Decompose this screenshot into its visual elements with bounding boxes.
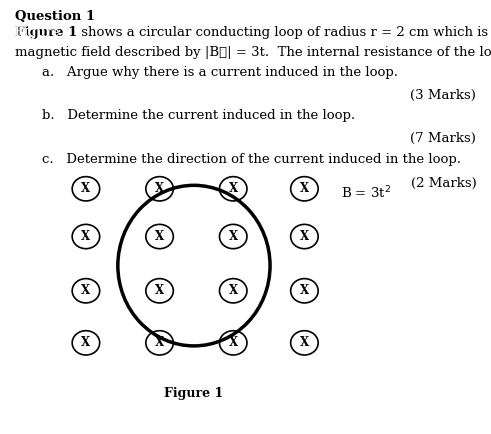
Text: X: X [300, 230, 309, 243]
Text: X: X [229, 182, 238, 195]
Text: X: X [155, 182, 164, 195]
Text: X: X [155, 336, 164, 349]
Text: X: X [300, 182, 309, 195]
Text: (2 Marks): (2 Marks) [410, 177, 476, 190]
Text: X: X [229, 336, 238, 349]
Text: X: X [82, 336, 90, 349]
Text: Figure 1 shows a circular conducting loop of radius r = 2 cm which is placed in : Figure 1 shows a circular conducting loo… [15, 26, 491, 39]
Text: Figure 1: Figure 1 [15, 26, 77, 39]
Text: magnetic field described by |B⃗| = 3t.  The internal resistance of the loop is R: magnetic field described by |B⃗| = 3t. T… [15, 46, 491, 59]
Text: Question 1: Question 1 [15, 10, 95, 23]
Text: X: X [155, 230, 164, 243]
Text: shows a circular conducting loop of radius r = 2 cm which is placed in a uniform: shows a circular conducting loop of radi… [77, 26, 491, 39]
Text: X: X [300, 284, 309, 297]
Text: b.   Determine the current induced in the loop.: b. Determine the current induced in the … [42, 109, 355, 122]
Text: Figure 1: Figure 1 [164, 387, 223, 400]
Text: X: X [82, 284, 90, 297]
Text: X: X [300, 336, 309, 349]
Text: X: X [229, 230, 238, 243]
Text: X: X [155, 284, 164, 297]
Text: X: X [82, 182, 90, 195]
Text: c.   Determine the direction of the current induced in the loop.: c. Determine the direction of the curren… [42, 153, 461, 166]
Text: B = 3t$^2$: B = 3t$^2$ [341, 184, 391, 201]
Text: (3 Marks): (3 Marks) [410, 89, 476, 102]
Text: a.   Argue why there is a current induced in the loop.: a. Argue why there is a current induced … [42, 66, 398, 79]
Text: (7 Marks): (7 Marks) [410, 132, 476, 145]
Text: X: X [82, 230, 90, 243]
Text: X: X [229, 284, 238, 297]
